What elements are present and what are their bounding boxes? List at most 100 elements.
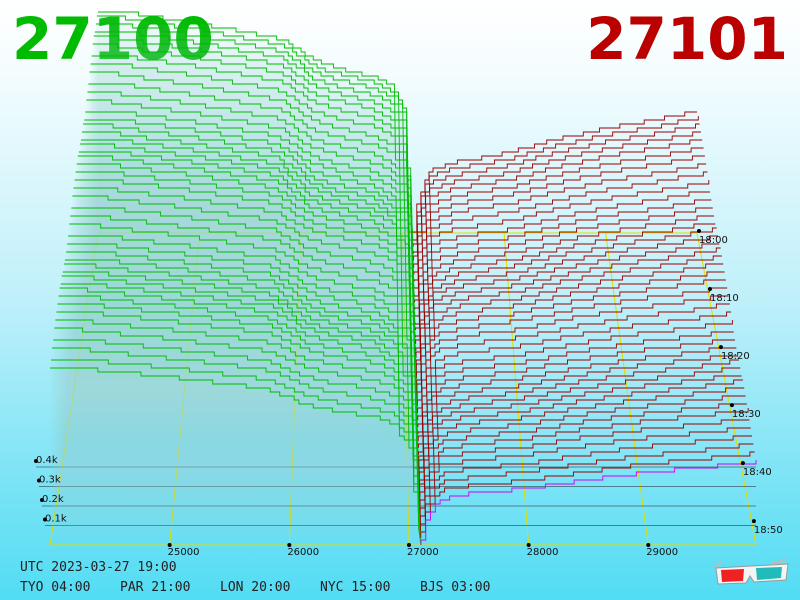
bid-depth-line: [56, 311, 421, 504]
clock-nyc: NYC 15:00: [320, 580, 391, 595]
ask-depth-line: [418, 379, 743, 476]
ask-depth-line: [412, 131, 701, 254]
ask-depth-line: [416, 303, 730, 407]
bid-depth-line: [62, 271, 420, 462]
bid-depth-line: [50, 367, 422, 546]
bid-depth-line: [51, 359, 422, 539]
volume-tick-label: 0.4k: [36, 455, 58, 466]
ask-depth-line: [419, 435, 753, 525]
bid-depth-line: [87, 91, 416, 303]
bid-depth-line: [78, 151, 417, 358]
bid-depth-line: [66, 251, 419, 442]
bid-depth-line: [82, 131, 416, 338]
clock-lon: LON 20:00: [220, 580, 291, 595]
ask-depth-line: [413, 171, 708, 289]
bid-depth-line: [67, 243, 419, 435]
bid-depth-line: [71, 207, 418, 407]
bid-depth-line: [91, 55, 415, 275]
clock-par: PAR 21:00: [120, 580, 191, 595]
price-tick-mark: [526, 543, 531, 547]
ask-depth-line: [412, 116, 699, 241]
price-gridline: [402, 232, 410, 546]
chart-floor: [36, 232, 757, 546]
bid-depth-line: [84, 119, 416, 324]
time-tick-mark: [751, 519, 756, 524]
depth-history-lines: [50, 11, 757, 546]
ask-depth-line: [420, 443, 754, 532]
ask-depth-line: [418, 387, 745, 483]
ask-depth-line: [419, 427, 751, 518]
bid-depth-line: [79, 143, 417, 351]
volume-tick-mark: [34, 459, 38, 463]
price-tick-mark: [646, 543, 651, 547]
bid-depth-line: [80, 139, 417, 344]
bid-depth-line: [52, 347, 422, 532]
ask-depth-line: [417, 331, 734, 428]
price-tick-mark: [167, 543, 172, 547]
clock-bjs: BJS 03:00: [420, 580, 491, 595]
time-tick-label: 18:00: [699, 235, 728, 246]
ask-depth-line: [415, 227, 717, 337]
price-tick-mark: [287, 543, 292, 547]
ask-depth-line: [420, 460, 757, 545]
bid-depth-line: [63, 263, 420, 455]
bid-depth-line: [85, 111, 416, 317]
ask-depth-line: [414, 191, 711, 303]
ask-depth-line: [414, 199, 712, 310]
ask-depth-line: [415, 243, 720, 351]
ask-depth-line: [414, 207, 713, 317]
bid-depth-line: [72, 195, 418, 400]
floor-outline: [49, 232, 757, 546]
time-tick-mark: [718, 345, 723, 350]
bid-depth-line: [95, 23, 414, 247]
time-tick-mark: [729, 403, 734, 408]
price-tick-label: 28000: [527, 547, 559, 558]
bid-depth-line: [77, 155, 417, 365]
price-gridline: [605, 232, 649, 546]
bid-depth-line: [68, 235, 419, 428]
bid-depth-line: [89, 71, 415, 289]
ask-depth-line: [419, 408, 749, 504]
bid-depth-line: [61, 275, 420, 469]
ask-depth-line: [413, 163, 707, 282]
time-tick-mark: [740, 461, 745, 466]
price-tick-label: 26000: [287, 547, 319, 558]
ask-depth-line: [419, 395, 746, 490]
bid-depth-line: [55, 319, 421, 511]
volume-tick-mark: [37, 478, 41, 483]
bid-depth-line: [53, 339, 421, 525]
chart-ticks: 25000 26000 27000 28000 29000 0.1k 0.2k 0.3k 0.4…: [34, 229, 783, 558]
ask-depth-line: [412, 111, 697, 233]
ask-depth-line: [420, 451, 755, 539]
volume-tick-label: 0.1k: [45, 514, 67, 525]
ask-depth-line: [416, 271, 725, 379]
ask-depth-line: [418, 359, 739, 455]
ask-depth-line: [417, 352, 739, 448]
ask-depth-line: [415, 235, 718, 344]
ask-depth-line: [416, 287, 728, 393]
price-tick-label: 25000: [168, 547, 200, 558]
ask-depth-line: [413, 155, 705, 275]
3d-glasses-icon[interactable]: [712, 558, 792, 590]
bid-depth-line: [96, 15, 414, 240]
ask-depth-line: [419, 403, 747, 497]
time-tick-mark: [707, 287, 712, 292]
ask-depth-line: [415, 247, 721, 358]
ask-depth-line: [417, 347, 737, 441]
bid-depth-line: [58, 295, 420, 490]
price-gridline: [288, 232, 302, 546]
bid-depth-line: [92, 43, 415, 268]
price-tick-label: 29000: [646, 547, 678, 558]
ask-depth-line: [413, 139, 703, 261]
price-tick-label: 27000: [407, 547, 439, 558]
ask-depth-line: [417, 320, 733, 421]
volume-tick-mark: [40, 498, 44, 502]
volume-tick-mark: [43, 517, 47, 522]
bid-depth-line: [64, 259, 419, 448]
bid-depth-line: [70, 215, 418, 414]
ask-depth-line: [413, 180, 710, 297]
price-gridline: [503, 232, 530, 546]
ask-depth-line: [412, 123, 700, 247]
volume-tick-label: 0.3k: [39, 475, 61, 486]
ask-depth-line: [415, 263, 724, 372]
